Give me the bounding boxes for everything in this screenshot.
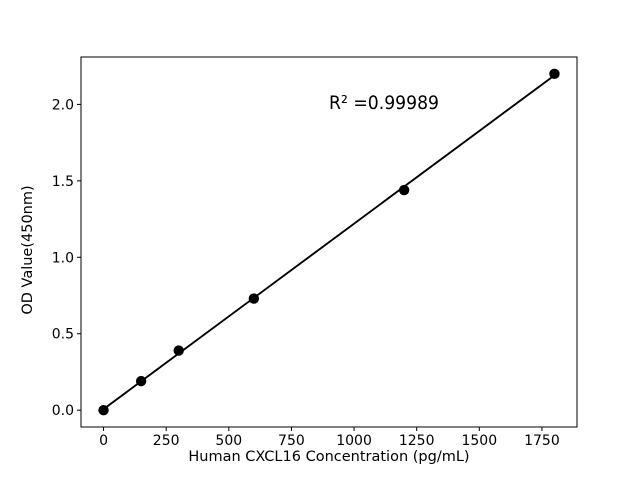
y-tick-label: 0.5 [52, 327, 74, 343]
x-tick-label: 500 [215, 433, 242, 449]
x-axis-label: Human CXCL16 Concentration (pg/mL) [188, 449, 469, 465]
y-tick-label: 1.5 [52, 174, 74, 190]
data-point [135, 375, 147, 387]
x-tick-label: 750 [278, 433, 305, 449]
x-tick-label: 250 [153, 433, 180, 449]
y-tick-label: 2.0 [52, 97, 74, 113]
r-squared-annotation: R² =0.99989 [329, 92, 439, 114]
x-tick-label: 1250 [399, 433, 435, 449]
x-tick-label: 1500 [461, 433, 497, 449]
x-tick-label: 0 [99, 433, 108, 449]
data-point [98, 404, 109, 416]
x-axis-ticks: 0 250 500 750 1000 1250 1500 1750 [99, 427, 560, 449]
y-tick-label: 0.0 [52, 403, 74, 419]
data-point [173, 345, 184, 356]
x-tick-label: 1000 [336, 433, 372, 449]
fit-line [102, 74, 556, 410]
x-tick-label: 1750 [524, 433, 560, 449]
series-layer [98, 68, 560, 416]
data-point [248, 293, 260, 304]
y-axis-ticks: 0.0 0.5 1.0 1.5 2.0 [52, 97, 81, 419]
y-axis-label: OD Value(450nm) [20, 185, 36, 314]
data-point [549, 68, 560, 80]
y-tick-label: 1.0 [52, 250, 74, 266]
data-point [398, 184, 410, 196]
plot-area [80, 56, 578, 428]
